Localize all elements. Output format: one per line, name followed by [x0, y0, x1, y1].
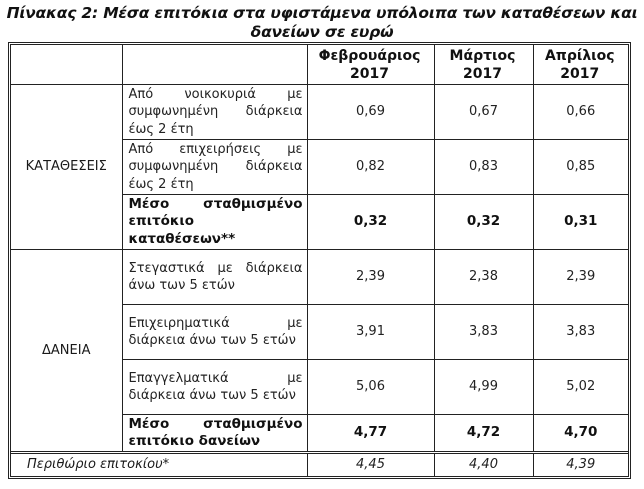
cell-value: 2,39 [306, 249, 435, 305]
header-year: 2017 [350, 66, 389, 82]
header-march-2017: Μάρτιος 2017 [433, 45, 534, 85]
cell-value: 4,72 [433, 414, 534, 453]
header-month: Απρίλιος [544, 48, 615, 64]
cell-value: 4,45 [306, 451, 435, 476]
cell-value: 3,91 [306, 304, 435, 360]
cell-value: 4,70 [532, 414, 628, 453]
cell-value: 0,66 [532, 84, 628, 140]
cell-value: 0,85 [532, 139, 628, 195]
table-row: Από επιχειρήσεις με συμφωνημένη διάρκεια… [11, 139, 628, 195]
cell-value: 4,39 [532, 451, 628, 476]
cell-value: 0,32 [433, 194, 534, 250]
cell-value: 4,40 [433, 451, 534, 476]
header-blank-category [11, 45, 123, 85]
cell-value: 3,83 [433, 304, 534, 360]
header-april-2017: Απρίλιος 2017 [532, 45, 628, 85]
cell-value: 0,32 [306, 194, 435, 250]
cell-value: 5,06 [306, 359, 435, 415]
header-february-2017: Φεβρουάριος 2017 [306, 45, 435, 85]
table-row: Επιχειρηματικά με διάρκεια άνω των 5 ετώ… [11, 304, 628, 360]
header-year: 2017 [463, 66, 502, 82]
header-year: 2017 [560, 66, 600, 82]
cell-value: 2,38 [433, 249, 534, 305]
cell-value: 0,69 [306, 84, 435, 140]
table-title-line-2: δανείων σε ευρώ [250, 23, 394, 41]
table-row-interest-margin: Περιθώριο επιτοκίου* 4,45 4,40 4,39 [11, 451, 628, 476]
table-row: ΚΑΤΑΘΕΣΕΙΣ Από νοικοκυριά με συμφωνημένη… [11, 84, 628, 250]
row-label: Από επιχειρήσεις με συμφωνημένη διάρκεια… [122, 139, 308, 195]
header-month: Φεβρουάριος [318, 48, 421, 64]
cell-value: 5,02 [532, 359, 628, 415]
header-blank-description [121, 45, 308, 85]
header-row: Φεβρουάριος 2017 Μάρτιος 2017 Απρίλιος 2… [11, 45, 628, 85]
row-label: Επιχειρηματικά με διάρκεια άνω των 5 ετώ… [122, 304, 308, 360]
row-label: Στεγαστικά με διάρκεια άνω των 5 ετών [121, 249, 308, 305]
table-title: Πίνακας 2: Μέσα επιτόκια στα υφιστάμενα … [0, 4, 644, 42]
interest-rates-table: Φεβρουάριος 2017 Μάρτιος 2017 Απρίλιος 2… [8, 42, 631, 479]
table-row-deposits-average: Μέσο σταθμισμένο επιτόκιο καταθέσεων** 0… [11, 194, 628, 250]
table-row: ΔΑΝΕΙΑ Στεγαστικά με διάρκεια άνω των 5 … [11, 249, 628, 453]
cell-value: 0,83 [433, 139, 534, 195]
row-label: Μέσο σταθμισμένο επιτόκιο καταθέσεων** [122, 194, 308, 250]
cell-value: 3,83 [532, 304, 628, 360]
row-label: Μέσο σταθμισμένο επιτόκιο δανείων [122, 414, 308, 453]
row-label: Περιθώριο επιτοκίου* [11, 451, 308, 476]
cell-value: 0,82 [306, 139, 435, 195]
row-label: Επαγγελματικά με διάρκεια άνω των 5 ετών [122, 359, 308, 415]
cell-value: 4,77 [306, 414, 435, 453]
category-deposits: ΚΑΤΑΘΕΣΕΙΣ [11, 84, 123, 250]
table-title-line-1: Πίνακας 2: Μέσα επιτόκια στα υφιστάμενα … [6, 4, 638, 22]
category-loans: ΔΑΝΕΙΑ [11, 249, 123, 453]
cell-value: 0,31 [532, 194, 628, 250]
cell-value: 0,67 [433, 84, 534, 140]
header-month: Μάρτιος [449, 48, 516, 64]
cell-value: 4,99 [433, 359, 534, 415]
row-label: Από νοικοκυριά με συμφωνημένη διάρκεια έ… [121, 84, 308, 140]
cell-value: 2,39 [532, 249, 628, 305]
table-row: Επαγγελματικά με διάρκεια άνω των 5 ετών… [11, 359, 628, 415]
